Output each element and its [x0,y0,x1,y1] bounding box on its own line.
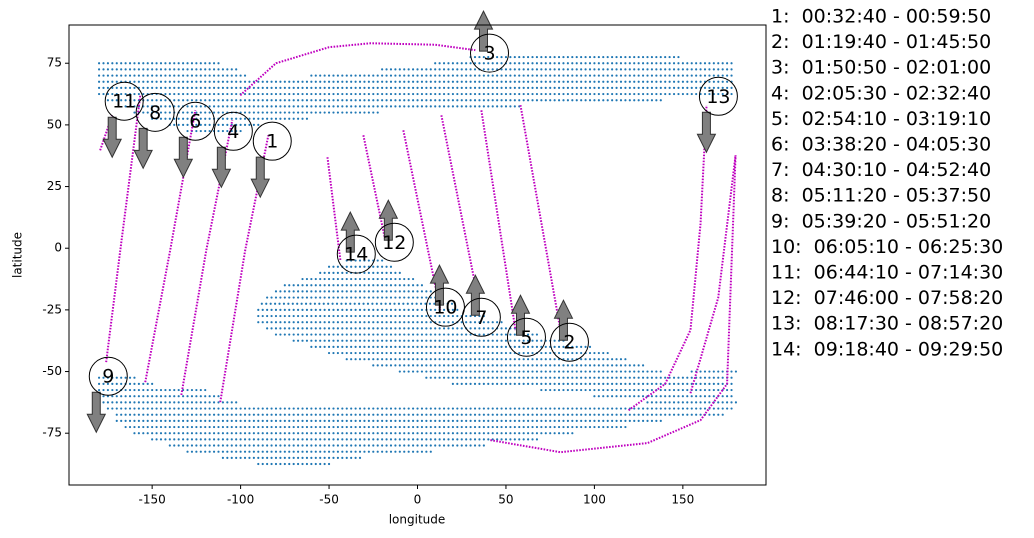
schedule-entry: 11: 06:44:10 - 07:14:30 [771,262,1003,284]
pass-marker: 10 [425,264,465,327]
pass-arrow [510,294,531,336]
pass-marker: 4 [211,111,253,189]
pass-arrow [250,156,271,199]
pass-arrow [473,9,494,52]
pass-label: 9 [102,366,114,388]
x-tick-label: 50 [498,493,513,507]
pass-label: 5 [520,327,532,349]
pass-label: 13 [706,86,730,108]
pass-circle [88,356,128,396]
pass-marker: 3 [469,9,509,73]
schedule-entry: 1: 00:32:40 - 00:59:50 [771,6,991,28]
pass-circle [175,101,215,141]
pass-arrow [553,299,574,341]
pass-arrow [340,211,361,253]
pass-label: 10 [433,297,457,319]
y-tick-label: -25 [42,302,62,316]
track [402,130,442,311]
pass-marker: 2 [549,299,589,362]
pass-label: 7 [475,307,487,329]
schedule-entry: 5: 02:54:10 - 03:19:10 [771,108,991,130]
pass-circle [104,81,144,121]
pass-label: 14 [344,244,368,266]
x-tick-label: 150 [671,493,694,507]
pass-marker: 13 [696,76,738,154]
pass-label: 1 [266,131,278,153]
schedule-entry: 6: 03:38:20 - 04:05:30 [771,134,991,156]
track [440,115,480,301]
track [490,155,737,454]
pass-label: 11 [112,91,136,113]
track [519,104,562,331]
pass-marker: 11 [102,81,144,159]
pass-marker: 14 [336,211,376,274]
pass-marker: 12 [374,199,414,262]
pass-marker: 8 [133,92,175,170]
pass-arrow [211,146,232,189]
schedule-entry: 9: 05:39:20 - 05:51:20 [771,210,991,232]
y-tick-label: 0 [54,241,62,255]
x-tick-label: 100 [583,493,606,507]
pass-label: 12 [382,232,406,254]
pass-label: 3 [483,43,495,65]
schedule-entry: 13: 08:17:30 - 08:57:20 [771,313,1003,335]
x-tick-label: -150 [139,493,166,507]
y-tick-label: 50 [47,117,62,131]
pass-marker: 6 [173,101,215,179]
pass-circle [425,287,465,327]
track [627,105,708,412]
pass-circle [252,121,292,161]
schedule-entry: 10: 06:05:10 - 06:25:30 [771,236,1003,258]
schedule-entry: 7: 04:30:10 - 04:52:40 [771,159,991,181]
y-tick-label: 25 [47,179,62,193]
pass-marker: 9 [86,356,128,434]
pass-marker: 7 [461,274,501,337]
y-axis-label: latitude [11,232,25,278]
pass-arrow [86,391,107,434]
y-tick-label: 75 [47,56,62,70]
x-tick-label: 0 [414,493,422,507]
schedule-entry: 4: 02:05:30 - 02:32:40 [771,82,991,104]
schedule-entry: 2: 01:19:40 - 01:45:50 [771,31,991,53]
track [105,95,142,363]
pass-label: 6 [189,111,201,133]
pass-circle [374,222,414,262]
pass-arrow [696,111,717,154]
track [239,42,476,97]
pass-circle [469,33,509,73]
pass-label: 2 [563,332,575,354]
pass-arrow [102,116,123,159]
pass-circle [336,234,376,274]
pass-arrow [429,264,450,306]
x-axis-label: longitude [389,513,446,527]
pass-circle [549,322,589,362]
track [480,110,517,331]
track [326,157,342,261]
pass-label: 4 [227,121,239,143]
pass-circle [461,297,501,337]
y-tick-label: -75 [42,426,62,440]
pass-circle [698,76,738,116]
schedule-entry: 14: 09:18:40 - 09:29:50 [771,338,1003,360]
pass-marker: 1 [250,121,292,199]
pass-arrow [378,199,399,241]
schedule-entry: 8: 05:11:20 - 05:37:50 [771,185,991,207]
pass-arrow [173,136,194,179]
pass-marker: 5 [506,294,546,357]
schedule-entry: 12: 07:46:00 - 07:58:20 [771,287,1003,309]
pass-circle [135,92,175,132]
schedule-entry: 3: 01:50:50 - 02:01:00 [771,57,991,79]
pass-circle [213,111,253,151]
y-tick-label: -50 [42,364,62,378]
pass-label: 8 [149,102,161,124]
pass-circle [506,317,546,357]
track [689,155,737,394]
x-tick-label: -100 [227,493,254,507]
pass-arrow [133,127,153,170]
pass-arrow [465,274,486,316]
x-tick-label: -50 [319,493,339,507]
